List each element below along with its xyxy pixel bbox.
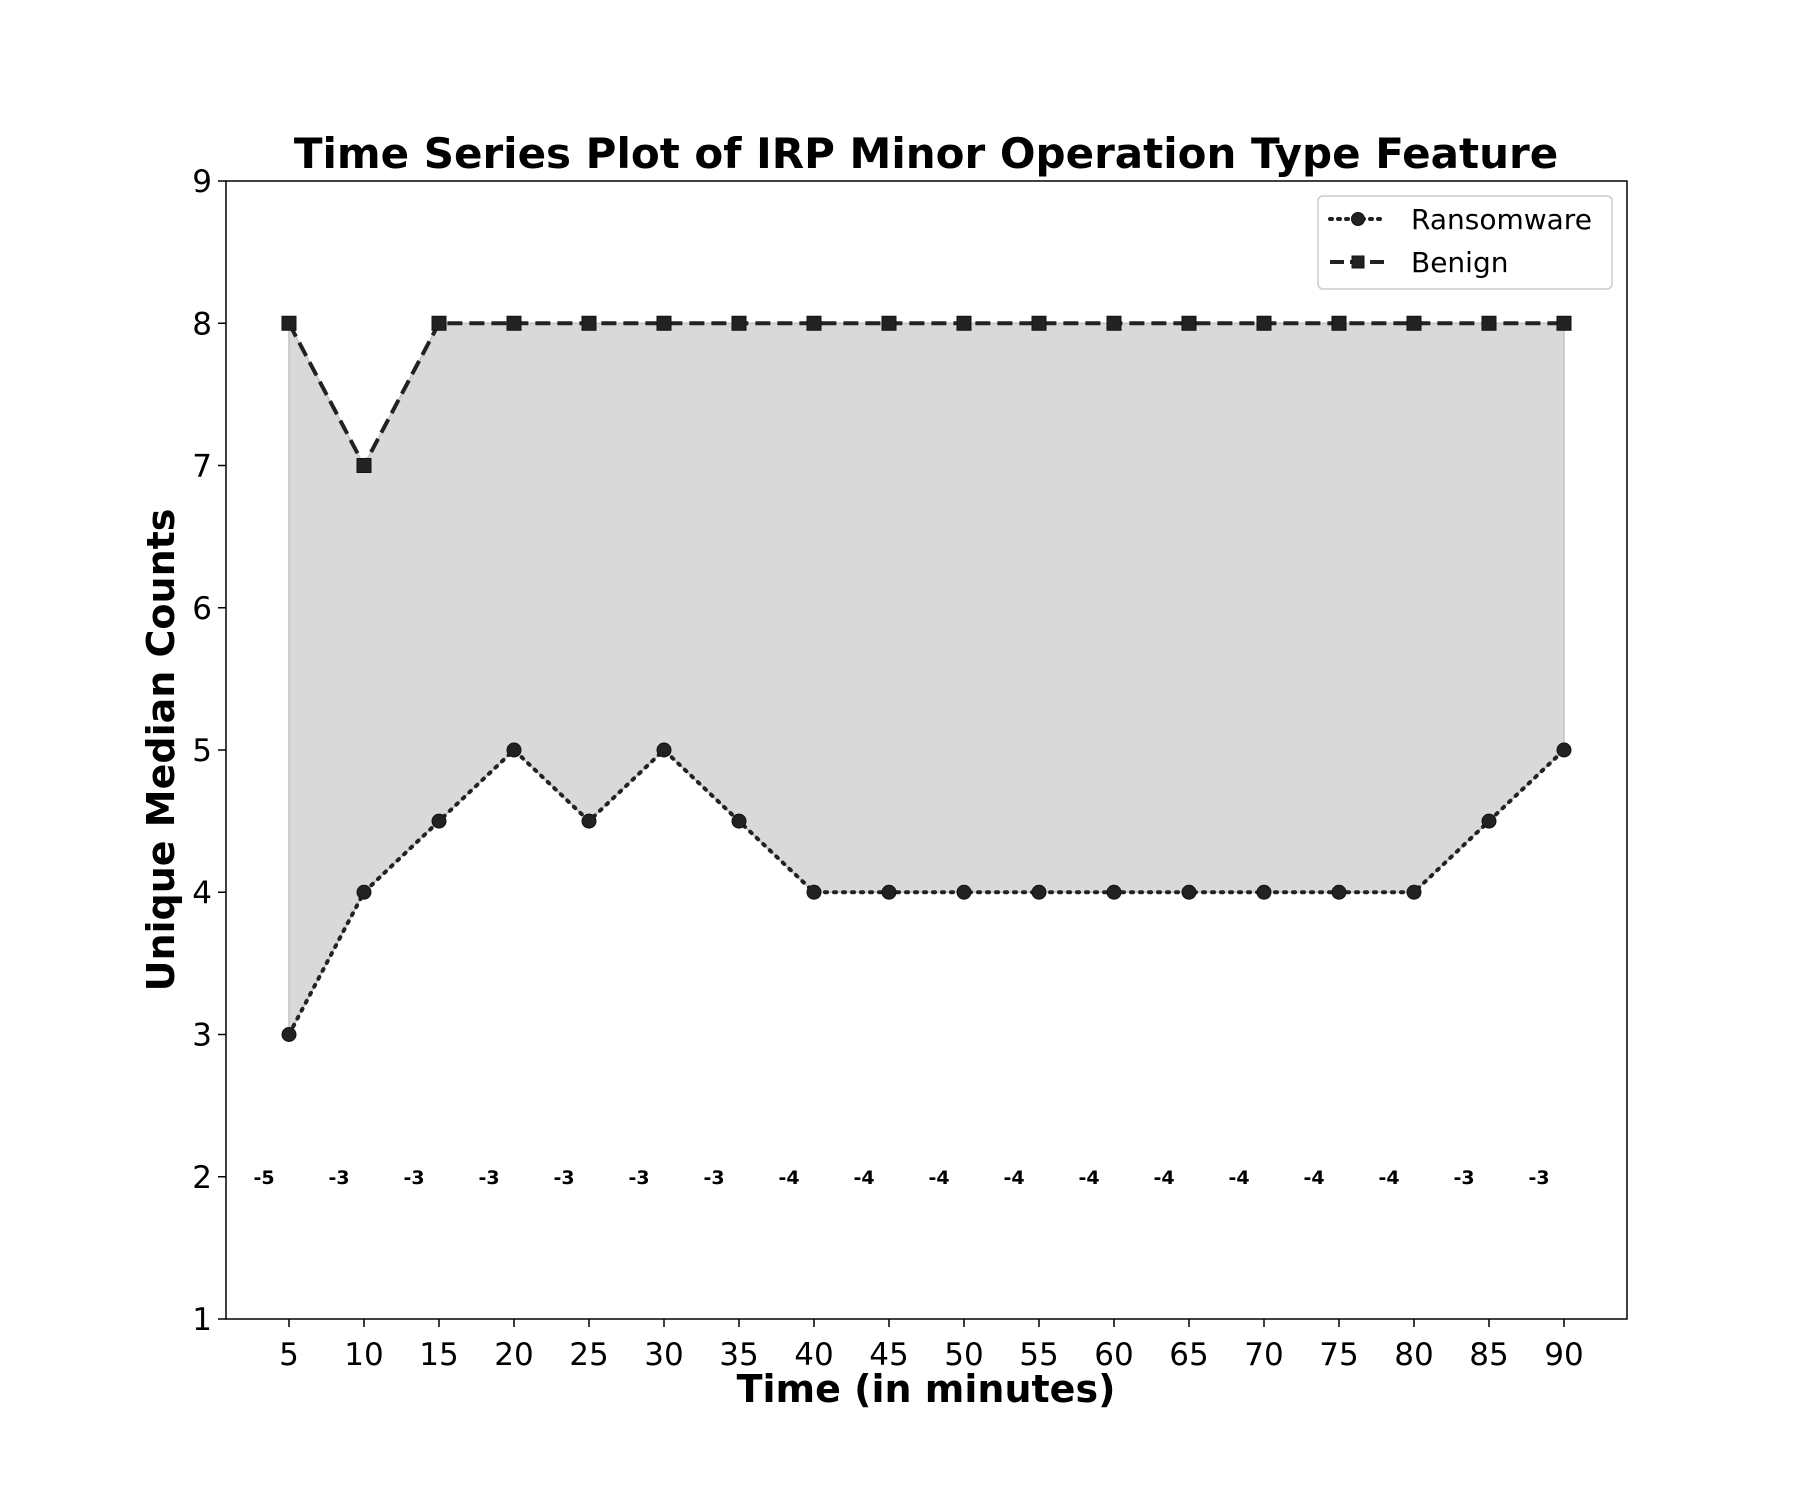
y-tick-label: 6 — [192, 591, 212, 627]
data-point-benign — [281, 315, 297, 331]
data-point-benign — [1031, 315, 1047, 331]
difference-label: -4 — [1153, 1167, 1174, 1189]
data-point-ransomware — [956, 884, 972, 900]
data-point-benign — [656, 315, 672, 331]
data-point-benign — [431, 315, 447, 331]
data-point-benign — [1406, 315, 1422, 331]
x-tick-label: 25 — [569, 1337, 608, 1373]
y-tick-label: 5 — [192, 733, 212, 769]
difference-label: -4 — [1303, 1167, 1324, 1189]
legend-frame — [1317, 195, 1613, 290]
y-tick-label: 1 — [192, 1302, 212, 1338]
x-tick-label: 90 — [1544, 1337, 1583, 1373]
legend-ransomware-label: Ransomware — [1411, 203, 1592, 236]
data-point-benign — [1181, 315, 1197, 331]
data-point-ransomware — [1031, 884, 1047, 900]
data-point-ransomware — [431, 813, 447, 829]
data-point-ransomware — [1331, 884, 1347, 900]
data-point-ransomware — [881, 884, 897, 900]
data-point-ransomware — [1106, 884, 1122, 900]
x-tick-label: 70 — [1244, 1337, 1283, 1373]
data-point-ransomware — [1556, 742, 1572, 758]
y-tick-label: 8 — [192, 306, 212, 342]
data-point-benign — [1556, 315, 1572, 331]
data-point-benign — [506, 315, 522, 331]
data-point-benign — [1106, 315, 1122, 331]
data-point-benign — [806, 315, 822, 331]
legend-benign-marker-icon — [1351, 255, 1365, 269]
x-tick-label: 85 — [1469, 1337, 1508, 1373]
difference-label: -4 — [1078, 1167, 1099, 1189]
data-point-ransomware — [806, 884, 822, 900]
difference-label: -5 — [253, 1167, 274, 1189]
difference-label: -3 — [628, 1167, 649, 1189]
x-tick-label: 55 — [1019, 1337, 1058, 1373]
difference-label: -3 — [703, 1167, 724, 1189]
x-tick-label: 30 — [644, 1337, 683, 1373]
x-tick-label: 50 — [944, 1337, 983, 1373]
x-tick-label: 15 — [419, 1337, 458, 1373]
difference-label: -4 — [778, 1167, 799, 1189]
y-axis-label: Unique Median Counts — [139, 509, 183, 992]
y-tick-label: 3 — [192, 1018, 212, 1054]
fill-between-area — [288, 322, 1565, 1035]
x-tick-label: 80 — [1394, 1337, 1433, 1373]
data-point-ransomware — [731, 813, 747, 829]
x-tick-label: 65 — [1169, 1337, 1208, 1373]
data-point-ransomware — [281, 1027, 297, 1042]
data-point-benign — [581, 315, 597, 331]
difference-label: -3 — [553, 1167, 574, 1189]
x-tick-label: 10 — [344, 1337, 383, 1373]
y-tick-label: 9 — [192, 164, 212, 200]
data-point-ransomware — [1481, 813, 1497, 829]
data-point-ransomware — [1181, 884, 1197, 900]
data-point-benign — [1256, 315, 1272, 331]
chart-title: Time Series Plot of IRP Minor Operation … — [294, 129, 1558, 178]
axis-ticks: 5 10 15 20 25 30 35 40 45 50 55 60 65 70 75 80 85 9012345… — [192, 164, 1583, 1373]
data-point-ransomware — [1406, 884, 1422, 900]
x-tick-label: 20 — [494, 1337, 533, 1373]
y-tick-label: 7 — [192, 449, 212, 485]
data-point-benign — [1481, 315, 1497, 331]
difference-label: -4 — [1003, 1167, 1024, 1189]
difference-label: -4 — [928, 1167, 949, 1189]
difference-label: -4 — [853, 1167, 874, 1189]
difference-label: -3 — [403, 1167, 424, 1189]
data-point-ransomware — [506, 742, 522, 758]
difference-label: -3 — [1528, 1167, 1549, 1189]
plot-area: -5 -3 -3 -3 -3 -3 -3 -4 -4 -4 -4 -4 -4 -4 -4 -4 -3 -3 — [253, 315, 1572, 1189]
x-tick-label: 40 — [794, 1337, 833, 1373]
legend: Ransomware Benign — [1317, 195, 1613, 290]
x-tick-label: 75 — [1319, 1337, 1358, 1373]
difference-label: -4 — [1378, 1167, 1399, 1189]
y-tick-label: 4 — [192, 875, 212, 911]
x-tick-label: 5 — [279, 1337, 299, 1373]
data-point-benign — [956, 315, 972, 331]
x-tick-label: 45 — [869, 1337, 908, 1373]
data-point-ransomware — [656, 742, 672, 758]
difference-label: -3 — [478, 1167, 499, 1189]
series-line-ransomware — [287, 748, 1566, 1037]
x-axis-label: Time (in minutes) — [737, 1367, 1116, 1411]
series-line-benign — [287, 321, 1564, 468]
difference-label: -4 — [1228, 1167, 1249, 1189]
data-point-benign — [356, 458, 372, 473]
data-point-ransomware — [356, 884, 372, 900]
data-point-benign — [1331, 315, 1347, 331]
data-point-ransomware — [1256, 884, 1272, 900]
difference-label: -3 — [328, 1167, 349, 1189]
data-point-ransomware — [581, 813, 597, 829]
x-tick-label: 60 — [1094, 1337, 1133, 1373]
legend-ransomware-marker-icon — [1351, 212, 1365, 226]
legend-benign-label: Benign — [1411, 246, 1508, 279]
data-point-benign — [881, 315, 897, 331]
difference-label: -3 — [1453, 1167, 1474, 1189]
x-tick-label: 35 — [719, 1337, 758, 1373]
data-point-benign — [731, 315, 747, 331]
y-tick-label: 2 — [192, 1160, 212, 1196]
